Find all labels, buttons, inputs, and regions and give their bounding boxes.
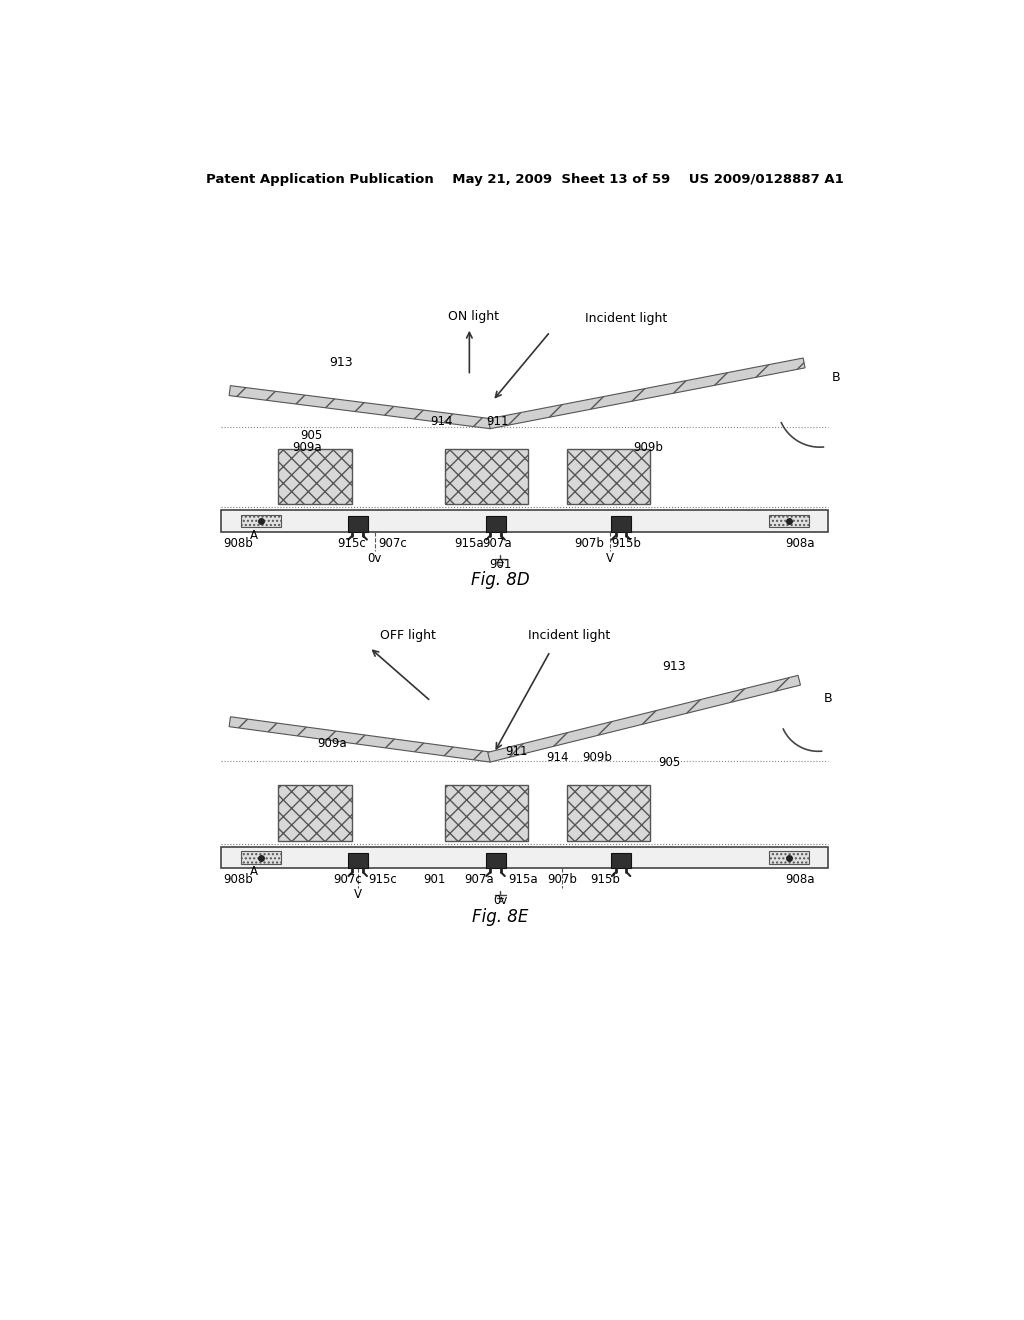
Text: 907c: 907c xyxy=(378,537,407,550)
Text: V: V xyxy=(605,552,613,565)
Bar xyxy=(221,511,828,532)
Text: 907b: 907b xyxy=(547,873,577,886)
Text: 915c: 915c xyxy=(369,873,397,886)
Bar xyxy=(279,449,352,504)
Text: 901: 901 xyxy=(424,873,445,886)
Text: ON light: ON light xyxy=(447,310,499,323)
Text: 915b: 915b xyxy=(611,537,641,550)
Polygon shape xyxy=(488,358,805,429)
Text: 915c: 915c xyxy=(337,537,366,550)
Bar xyxy=(221,847,828,869)
Bar xyxy=(242,515,282,527)
Bar xyxy=(567,785,650,841)
Text: 909a: 909a xyxy=(292,441,322,454)
Text: 907b: 907b xyxy=(573,537,603,550)
Bar xyxy=(567,449,650,504)
Text: 0v: 0v xyxy=(493,894,507,907)
Bar xyxy=(444,449,528,504)
Text: 908b: 908b xyxy=(223,873,253,886)
Text: 909a: 909a xyxy=(316,737,346,750)
Text: 915b: 915b xyxy=(590,873,620,886)
Text: 911: 911 xyxy=(486,416,509,428)
Text: 915a: 915a xyxy=(509,873,538,886)
Text: 905: 905 xyxy=(658,756,680,770)
Bar xyxy=(348,853,368,869)
Bar xyxy=(485,853,506,869)
Polygon shape xyxy=(229,717,492,762)
Bar xyxy=(348,516,368,532)
Polygon shape xyxy=(487,676,801,762)
Text: B: B xyxy=(831,371,840,384)
Text: B: B xyxy=(823,693,833,705)
Text: 914: 914 xyxy=(430,416,453,428)
Text: 905: 905 xyxy=(300,429,323,442)
Text: 901: 901 xyxy=(489,558,511,572)
Bar xyxy=(611,516,631,532)
Text: 913: 913 xyxy=(662,660,685,673)
Text: Incident light: Incident light xyxy=(528,630,610,643)
Text: 915a: 915a xyxy=(455,537,484,550)
Text: Fig. 8D: Fig. 8D xyxy=(471,572,529,589)
Polygon shape xyxy=(229,385,492,429)
Text: 913: 913 xyxy=(330,356,353,370)
Text: Incident light: Incident light xyxy=(585,312,667,325)
Text: A: A xyxy=(250,529,258,543)
Text: Patent Application Publication    May 21, 2009  Sheet 13 of 59    US 2009/012888: Patent Application Publication May 21, 2… xyxy=(206,173,844,186)
Text: V: V xyxy=(353,888,361,902)
Bar xyxy=(769,851,809,863)
Bar xyxy=(611,853,631,869)
Text: A: A xyxy=(250,865,258,878)
Text: 914: 914 xyxy=(547,751,569,764)
Text: 909b: 909b xyxy=(634,441,664,454)
Text: 909b: 909b xyxy=(583,751,612,764)
Bar xyxy=(444,785,528,841)
Text: 911: 911 xyxy=(505,744,527,758)
Bar xyxy=(279,785,352,841)
Text: OFF light: OFF light xyxy=(380,630,435,643)
Text: 908a: 908a xyxy=(785,537,815,550)
Text: 907a: 907a xyxy=(464,873,494,886)
Text: 0v: 0v xyxy=(368,552,382,565)
Text: 908a: 908a xyxy=(785,873,815,886)
Bar xyxy=(769,515,809,527)
Text: Fig. 8E: Fig. 8E xyxy=(472,908,528,925)
Text: 907c: 907c xyxy=(334,873,362,886)
Bar xyxy=(242,851,282,863)
Text: 908b: 908b xyxy=(223,537,253,550)
Bar xyxy=(485,516,506,532)
Text: 907a: 907a xyxy=(482,537,512,550)
